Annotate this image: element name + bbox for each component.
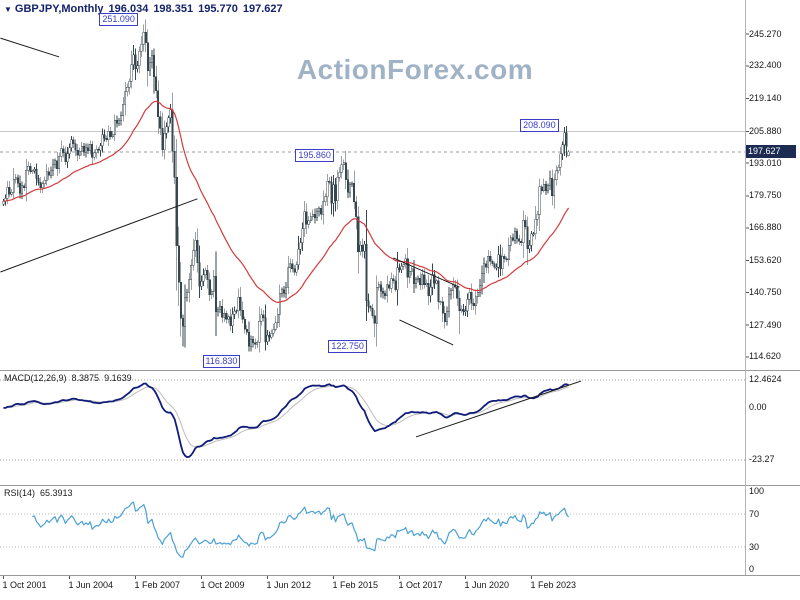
rsi-axis-70: 70 [749, 509, 760, 519]
macd-axis-min: -23.27 [749, 454, 775, 464]
macd-axis-zero: 0.00 [749, 402, 767, 412]
time-axis-label: 1 Feb 2015 [332, 580, 379, 590]
macd-main-line [3, 382, 569, 459]
price-axis-label: 153.620 [749, 255, 782, 266]
price-annotation[interactable]: 208.090 [520, 118, 559, 132]
price-axis-label: 245.270 [749, 28, 782, 39]
macd-signal-value: 9.1639 [104, 373, 132, 383]
macd-indicator-label: MACD(12,26,9) 8.3875 9.1639 [4, 373, 137, 383]
price-axis-label: 127.490 [749, 319, 782, 330]
price-annotation[interactable]: 122.750 [328, 339, 367, 353]
time-axis-label: 1 Jun 2004 [68, 580, 114, 590]
price-axis-label: 232.400 [749, 60, 782, 71]
rsi-axis-30: 30 [749, 542, 760, 552]
chart-expand-icon[interactable]: ▼ [4, 5, 12, 14]
price-axis-label: 140.750 [749, 286, 782, 297]
watermark: ActionForex.com [296, 54, 534, 85]
price-axis-divider [745, 0, 746, 575]
price-annotation[interactable]: 251.090 [99, 12, 138, 26]
time-axis-label: 1 Oct 2017 [398, 580, 443, 590]
price-axis-label: 205.880 [749, 125, 782, 136]
time-axis-label: 1 Oct 2009 [200, 580, 245, 590]
time-axis-label: 1 Oct 2001 [2, 580, 47, 590]
ma-line [3, 100, 570, 304]
time-axis-label: 1 Feb 2007 [134, 580, 181, 590]
price-axis-label: 219.140 [749, 93, 782, 104]
macd-name: MACD(12,26,9) [4, 373, 67, 383]
quote-open: 196.034 [108, 3, 149, 15]
quote-close: 197.627 [242, 3, 283, 15]
rsi-panel-divider[interactable] [0, 485, 800, 486]
price-trendline [399, 319, 454, 346]
macd-trendline [415, 380, 582, 438]
price-annotation[interactable]: 116.830 [202, 354, 241, 368]
time-axis-divider [0, 575, 800, 576]
price-trendline [393, 257, 460, 288]
chart-title: ▼ GBPJPY,Monthly 196.034 198.351 195.770 197.… [4, 3, 288, 15]
symbol-timeframe-label: GBPJPY,Monthly [14, 3, 104, 15]
rsi-line [32, 501, 570, 558]
macd-axis-max: 12.4624 [749, 374, 782, 384]
time-axis-label: 1 Feb 2023 [530, 580, 577, 590]
price-trendline [0, 37, 60, 58]
time-axis-label: 1 Jun 2012 [266, 580, 312, 590]
macd-main-value: 8.3875 [71, 373, 100, 383]
rsi-name: RSI(14) [4, 488, 36, 498]
time-axis-label: 1 Jun 2020 [464, 580, 510, 590]
rsi-indicator-label: RSI(14) 65.3913 [4, 488, 78, 498]
price-axis-label: 179.750 [749, 190, 782, 201]
price-trendline [0, 198, 198, 273]
current-price-badge: 197.627 [746, 145, 796, 158]
quote-low: 195.770 [198, 3, 238, 15]
rsi-axis-0: 0 [749, 564, 755, 574]
price-axis-label: 114.620 [749, 351, 781, 362]
quote-high: 198.351 [153, 3, 194, 15]
rsi-axis-100: 100 [749, 486, 765, 496]
rsi-value: 65.3913 [40, 488, 73, 498]
price-axis-label: 193.010 [749, 157, 782, 168]
macd-panel-divider[interactable] [0, 370, 800, 371]
macd-signal-line [3, 385, 569, 448]
price-axis-label: 166.880 [749, 222, 782, 233]
price-annotation[interactable]: 195.860 [295, 149, 334, 163]
